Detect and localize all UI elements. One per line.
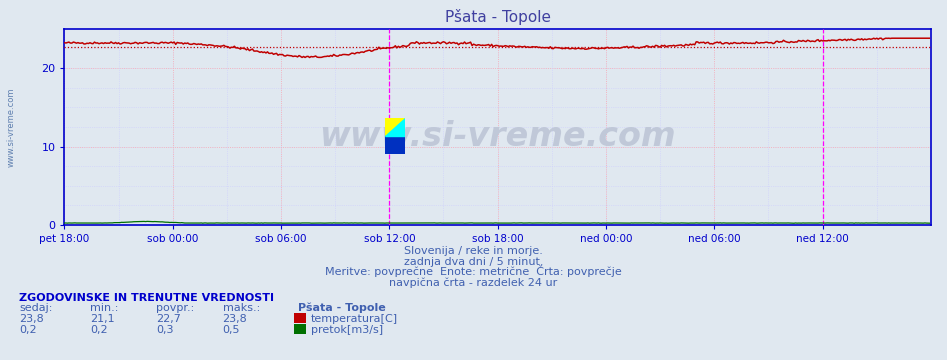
Text: Meritve: povprečne  Enote: metrične  Črta: povprečje: Meritve: povprečne Enote: metrične Črta:…: [325, 265, 622, 278]
Text: 0,3: 0,3: [156, 325, 173, 335]
Text: pretok[m3/s]: pretok[m3/s]: [311, 325, 383, 335]
Bar: [384, 136, 405, 154]
Text: www.si-vreme.com: www.si-vreme.com: [7, 87, 16, 167]
Text: ZGODOVINSKE IN TRENUTNE VREDNOSTI: ZGODOVINSKE IN TRENUTNE VREDNOSTI: [19, 293, 274, 303]
Text: 21,1: 21,1: [90, 314, 115, 324]
Text: Slovenija / reke in morje.: Slovenija / reke in morje.: [404, 246, 543, 256]
Text: 23,8: 23,8: [19, 314, 44, 324]
Text: 0,5: 0,5: [223, 325, 240, 335]
Text: povpr.:: povpr.:: [156, 303, 194, 314]
Text: zadnja dva dni / 5 minut.: zadnja dva dni / 5 minut.: [403, 257, 544, 267]
Text: temperatura[C]: temperatura[C]: [311, 314, 398, 324]
Text: Pšata - Topole: Pšata - Topole: [298, 303, 386, 314]
Text: 0,2: 0,2: [19, 325, 37, 335]
Text: www.si-vreme.com: www.si-vreme.com: [319, 120, 676, 153]
Text: 0,2: 0,2: [90, 325, 108, 335]
Polygon shape: [384, 118, 405, 136]
Text: maks.:: maks.:: [223, 303, 259, 314]
Text: navpična črta - razdelek 24 ur: navpična črta - razdelek 24 ur: [389, 278, 558, 288]
Title: Pšata - Topole: Pšata - Topole: [445, 9, 550, 25]
Polygon shape: [384, 118, 405, 136]
Text: sedaj:: sedaj:: [19, 303, 52, 314]
Text: 22,7: 22,7: [156, 314, 181, 324]
Text: min.:: min.:: [90, 303, 118, 314]
Text: 23,8: 23,8: [223, 314, 247, 324]
